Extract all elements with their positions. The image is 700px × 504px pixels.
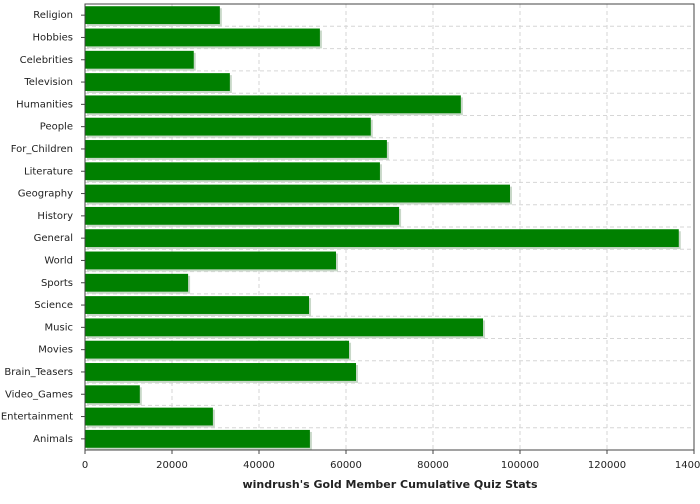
y-tick-label: Hobbies	[33, 32, 73, 43]
bar	[85, 340, 350, 359]
bar	[85, 363, 357, 381]
bar	[85, 73, 230, 91]
x-tick-label: 120000	[588, 460, 626, 471]
x-tick-label: 80000	[417, 460, 449, 471]
bar	[85, 296, 310, 314]
y-tick-label: People	[40, 122, 73, 133]
x-tick-label: 140000	[675, 460, 700, 471]
bar	[85, 184, 510, 203]
bar	[85, 318, 484, 337]
bar	[85, 206, 400, 225]
x-tick-label: 100000	[501, 460, 539, 471]
x-tick-label: 40000	[243, 460, 275, 471]
bar	[85, 229, 679, 248]
bar	[85, 6, 220, 25]
y-tick-label: Sports	[41, 278, 73, 289]
y-tick-label: Animals	[33, 434, 73, 445]
bar	[85, 407, 213, 426]
y-tick-label: Video_Games	[5, 389, 73, 400]
bar	[85, 273, 189, 292]
y-tick-label: Celebrities	[20, 55, 73, 66]
y-tick-label: Science	[34, 300, 73, 311]
y-tick-label: General	[34, 233, 73, 244]
y-tick-label: Literature	[24, 166, 73, 177]
bar	[85, 28, 320, 47]
plot-frame	[84, 3, 695, 451]
y-tick-label: Television	[23, 77, 73, 88]
bar	[85, 50, 194, 69]
y-tick-label: Religion	[33, 10, 73, 21]
bar	[85, 117, 371, 136]
y-tick-label: World	[44, 255, 73, 266]
bar	[85, 251, 336, 270]
y-tick-label: Geography	[18, 189, 73, 200]
bar	[85, 140, 387, 158]
bar	[85, 162, 380, 181]
chart-title: windrush's Gold Member Cumulative Quiz S…	[242, 478, 537, 491]
bar	[85, 429, 310, 448]
x-tick-label: 20000	[156, 460, 188, 471]
y-tick-label: For_Children	[11, 144, 73, 155]
y-tick-label: Humanities	[16, 99, 73, 110]
y-tick-label: History	[37, 211, 73, 222]
y-tick-label: Movies	[38, 345, 73, 356]
bar	[85, 95, 461, 114]
bar	[85, 385, 140, 404]
x-tick-label: 60000	[330, 460, 362, 471]
y-tick-label: Brain_Teasers	[4, 367, 73, 378]
y-tick-label: Entertainment	[1, 412, 73, 423]
x-tick-label: 0	[82, 460, 88, 471]
y-tick-label: Music	[45, 322, 73, 333]
